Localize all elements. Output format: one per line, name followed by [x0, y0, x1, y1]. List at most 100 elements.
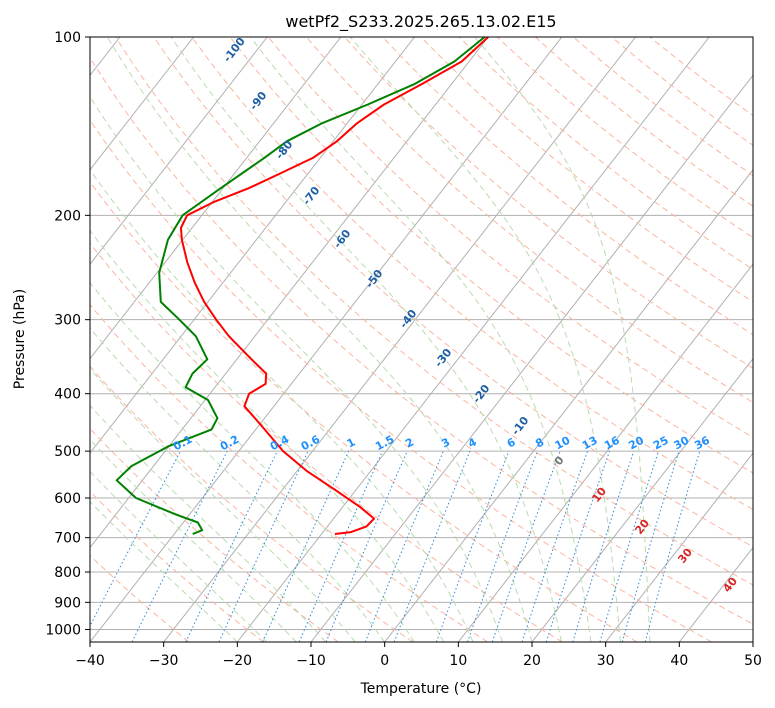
- x-tick-label: 50: [744, 653, 762, 669]
- x-tick-label: −30: [149, 653, 179, 669]
- x-tick-label: 40: [670, 653, 688, 669]
- x-tick-label: 0: [380, 653, 389, 669]
- series-temperature-line: [179, 37, 489, 535]
- mixing-ratio-line: [572, 450, 635, 642]
- mixing-ratio-label: 36: [692, 434, 712, 453]
- series-dewpoint-line: [115, 37, 486, 535]
- mixing-ratio-line: [218, 450, 309, 642]
- y-tick-label: 200: [54, 208, 81, 224]
- isotherm-line: [531, 357, 753, 642]
- mixing-ratio-label: 0.2: [218, 433, 241, 454]
- y-tick-label: 700: [54, 531, 81, 547]
- moist-adiabat: [349, 37, 621, 642]
- isotherm-label: 40: [720, 575, 740, 595]
- moist-adiabat: [90, 95, 503, 642]
- isotherm-line: [90, 37, 342, 360]
- isotherm-label: 20: [632, 517, 652, 537]
- dry-adiabat: [573, 37, 753, 177]
- background-reference-lines: [90, 37, 753, 642]
- dry-adiabat: [305, 37, 753, 403]
- mixing-ratio-line: [599, 450, 659, 642]
- mixing-ratio-label: 1.5: [373, 433, 396, 454]
- moist-adiabat: [90, 327, 386, 642]
- x-tick-label: −40: [75, 653, 105, 669]
- moist-adiabat: [90, 168, 474, 642]
- y-tick-label: 100: [54, 30, 81, 46]
- moist-adiabat: [170, 37, 562, 642]
- moist-adiabat: [90, 501, 238, 642]
- dry-adiabat: [115, 37, 753, 586]
- dry-adiabat: [90, 303, 488, 642]
- isotherm-line: [90, 37, 194, 171]
- isotherm-label: 10: [589, 485, 609, 505]
- x-tick-label: 30: [597, 653, 615, 669]
- moist-adiabat: [90, 367, 356, 642]
- dry-adiabat: [267, 37, 753, 438]
- mixing-ratio-line: [364, 450, 444, 642]
- y-tick-label: 600: [54, 491, 81, 507]
- isotherm-label: -30: [432, 346, 455, 370]
- mixing-ratio-line: [262, 450, 350, 642]
- dry-adiabat: [90, 427, 339, 642]
- dry-adiabat: [496, 37, 753, 239]
- dry-adiabat: [90, 554, 190, 642]
- x-axis-title: Temperature (°C): [360, 681, 482, 697]
- isotherm-line: [310, 74, 753, 642]
- dry-adiabat: [90, 181, 638, 642]
- y-tick-label: 500: [54, 444, 81, 460]
- moist-adiabat: [106, 37, 533, 642]
- dry-adiabat: [153, 37, 753, 548]
- dry-adiabat: [90, 56, 753, 625]
- isotherm-line: [605, 452, 753, 642]
- mixing-ratio-label: 3: [439, 435, 452, 450]
- isotherm-line: [384, 168, 753, 642]
- mixing-ratio-label: 10: [553, 434, 573, 453]
- dry-adiabat: [382, 37, 753, 336]
- moist-adiabat: [90, 438, 297, 642]
- y-tick-label: 300: [54, 313, 81, 329]
- x-tick-label: 20: [523, 653, 541, 669]
- isotherm-label: -20: [470, 382, 493, 406]
- mixing-ratio-line: [90, 450, 181, 628]
- mixing-ratio-line: [521, 450, 588, 642]
- x-tick-label: −10: [296, 653, 326, 669]
- moist-adiabat: [474, 37, 651, 642]
- mixing-ratio-label: 13: [580, 434, 600, 453]
- mixing-ratio-line: [467, 450, 538, 642]
- dry-adiabat: [90, 242, 563, 642]
- dry-adiabat: [90, 490, 264, 642]
- chart-title: wetPf2_S233.2025.265.13.02.E15: [285, 12, 556, 32]
- moist-adiabat: [90, 229, 445, 642]
- mixing-ratio-line: [298, 450, 383, 642]
- mixing-ratio-line: [545, 450, 611, 642]
- isopleth-labels: 0.1 0.2 0.4 0.6 1 1.5 2 3 4 6 8 10 13 16 20 25 30 36-100-…: [171, 35, 740, 595]
- axis-ticks: −40 −30 −20 −10 0 10 20 30 40 50 100 200 300 400 500 60…: [45, 30, 762, 669]
- y-tick-label: 400: [54, 387, 81, 403]
- y-tick-label: 800: [54, 565, 81, 581]
- x-tick-label: −20: [223, 653, 253, 669]
- isotherm-line: [457, 263, 753, 642]
- y-tick-label: 900: [54, 595, 81, 611]
- mixing-ratio-line: [644, 450, 701, 642]
- dry-adiabat: [420, 37, 753, 303]
- mixing-ratio-label: 2: [403, 435, 416, 450]
- mixing-ratio-label: 20: [626, 434, 646, 453]
- isotherm-label: -40: [397, 307, 420, 331]
- isotherm-line: [90, 37, 268, 266]
- y-axis-title: Pressure (hPa): [12, 289, 28, 389]
- isotherm-label: -100: [221, 35, 248, 65]
- mixing-ratio-line: [491, 450, 561, 642]
- mixing-ratio-label: 0.4: [268, 433, 292, 454]
- plot-frame: [89, 36, 754, 643]
- isotherm-line: [163, 37, 636, 642]
- x-tick-label: 10: [449, 653, 467, 669]
- moist-adiabat: [90, 470, 268, 642]
- isotherm-line: [752, 641, 753, 642]
- y-tick-label: 1000: [45, 622, 81, 638]
- isotherm-line: [236, 37, 710, 642]
- isotherm-label: -90: [247, 89, 270, 113]
- sounding-series: [115, 37, 489, 535]
- mixing-ratio-label: 25: [651, 434, 671, 453]
- dry-adiabat: [191, 37, 753, 511]
